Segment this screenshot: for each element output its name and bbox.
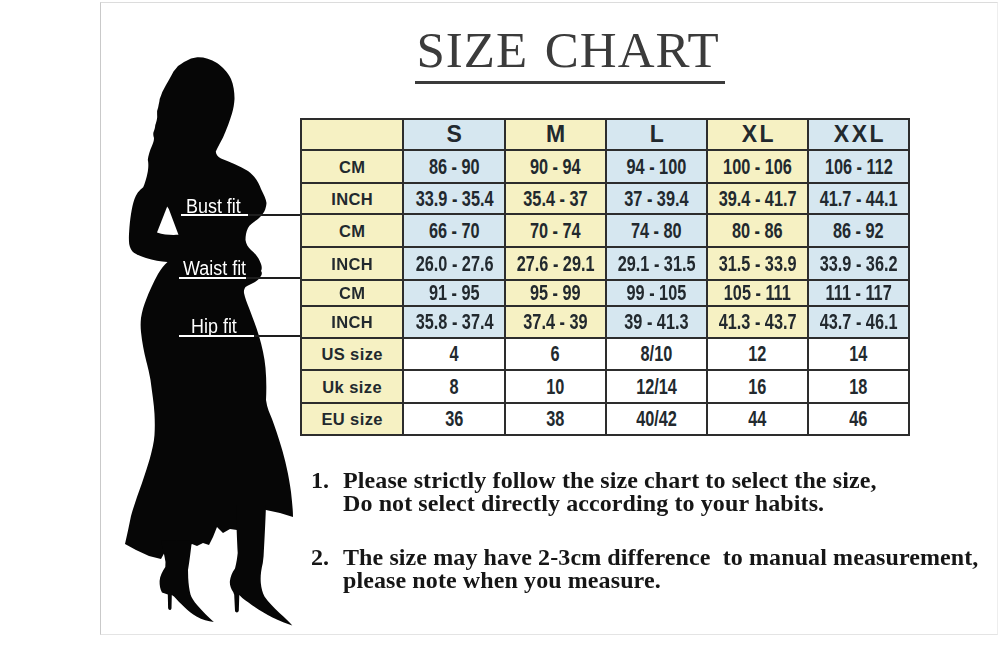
svg-text:Waist fit: Waist fit [183,255,247,279]
svg-text:Hip fit: Hip fit [191,313,237,337]
